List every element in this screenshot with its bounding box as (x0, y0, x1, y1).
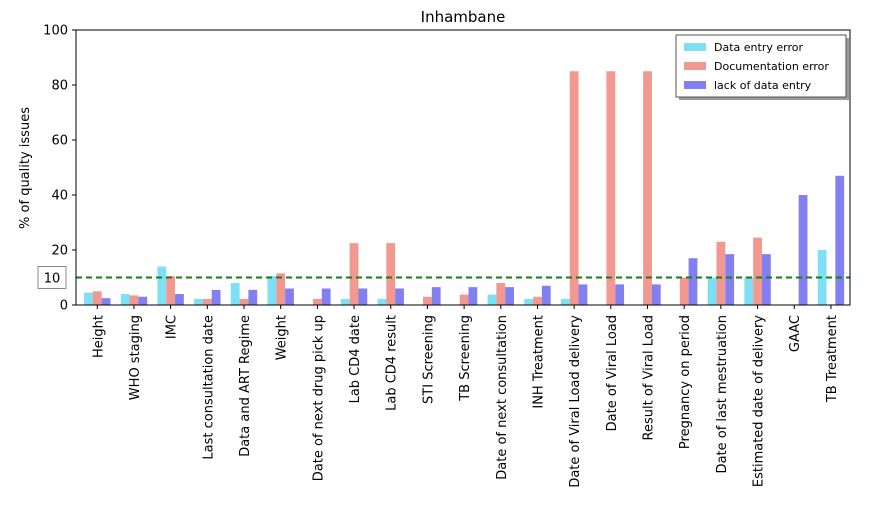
bar (487, 294, 497, 305)
legend-swatch (684, 43, 706, 51)
bar (239, 298, 249, 305)
x-tick-label: Result of Viral Load (642, 315, 657, 440)
y-axis-label: % of quality issues (18, 107, 33, 229)
bar (761, 254, 771, 305)
bar (230, 283, 240, 305)
bar (560, 298, 570, 305)
bar (194, 298, 203, 305)
bar (202, 298, 212, 305)
x-tick-label: Pregnancy on period (678, 315, 693, 449)
bar (276, 273, 286, 305)
bar (84, 292, 93, 305)
x-tick-label: Data and ART Regime (238, 315, 253, 457)
x-tick-label: GAAC (788, 315, 803, 352)
reference-label-box (37, 266, 67, 289)
bar (468, 287, 478, 305)
bar (138, 296, 148, 305)
bar (358, 288, 368, 305)
legend-swatch (684, 81, 706, 89)
bar (524, 298, 534, 305)
x-tick-label: IMC (165, 315, 180, 339)
bar (817, 250, 827, 305)
bar (725, 254, 735, 305)
x-tick-label: Weight (275, 315, 290, 360)
bar (459, 294, 469, 305)
bar (129, 295, 139, 305)
bar (321, 288, 331, 305)
bar (707, 277, 717, 305)
x-axis-ticks: Height WHO staging IMC Last consultation da… (91, 305, 840, 488)
x-tick-label: INH Treatment (531, 315, 546, 409)
x-tick-label: Date of last mestruation (715, 315, 730, 473)
bar (688, 258, 698, 305)
bar (157, 266, 167, 305)
legend-label: Documentation error (714, 60, 829, 73)
bar (578, 284, 588, 305)
bar (386, 243, 396, 305)
bar (753, 237, 762, 305)
bar (569, 71, 579, 305)
bar (615, 284, 625, 305)
x-tick-label: TB Screening (458, 315, 473, 402)
x-tick-label: Estimated date of delivery (752, 315, 767, 487)
bar (716, 241, 726, 305)
x-tick-label: WHO staging (128, 315, 143, 400)
bar (651, 284, 661, 305)
bar (312, 298, 322, 305)
legend-label: Data entry error (714, 41, 803, 54)
bar (248, 289, 258, 305)
bar (349, 243, 359, 305)
reference-label: 10 (44, 272, 61, 287)
bar (340, 298, 350, 305)
x-tick-label: STI Screening (421, 315, 436, 404)
y-tick-label: 100 (43, 24, 68, 39)
y-tick-label: 80 (51, 79, 68, 94)
bar (835, 175, 845, 305)
bar (679, 277, 689, 305)
bar (120, 294, 130, 305)
legend-swatch (684, 62, 706, 70)
bar (101, 298, 111, 305)
x-tick-label: Last consultation date (201, 315, 216, 460)
y-tick-label: 0 (60, 299, 68, 314)
bar (496, 283, 506, 305)
y-tick-label: 20 (51, 244, 68, 259)
x-tick-label: Lab CD4 date (348, 315, 363, 403)
x-tick-label: TB Treatment (825, 315, 840, 403)
bar (643, 71, 652, 305)
bars-group (84, 71, 845, 305)
bar (798, 195, 808, 305)
bar (267, 276, 277, 305)
bar (744, 277, 754, 305)
y-tick-label: 60 (51, 134, 68, 149)
plot-frame (75, 29, 851, 306)
bar (92, 291, 102, 305)
legend: Data entry error Documentation error lack … (675, 34, 849, 100)
y-tick-label: 40 (51, 189, 68, 204)
bar (395, 288, 404, 305)
legend-label: lack of data entry (714, 79, 812, 92)
bar (166, 276, 176, 305)
x-tick-label: Date of next consultation (495, 315, 510, 480)
bar (377, 298, 387, 305)
x-tick-label: Height (91, 315, 106, 358)
bar (423, 296, 432, 305)
bar (211, 289, 221, 305)
x-tick-label: Lab CD4 result (385, 315, 400, 411)
x-tick-label: Date of Viral Load (605, 315, 620, 431)
bar (606, 71, 616, 305)
x-tick-label: Date of next drug pick up (311, 315, 326, 481)
bar (285, 288, 294, 305)
chart-title: Inhambane (421, 8, 506, 26)
bar (541, 285, 551, 305)
bar (505, 287, 514, 305)
reference-line-group: 10 (37, 266, 850, 289)
bar (533, 296, 542, 305)
bar (175, 294, 184, 305)
x-tick-label: Date of Viral Load delivery (568, 315, 583, 488)
bar (431, 287, 441, 305)
y-axis-ticks: 0 20 40 60 80 100 (43, 24, 76, 314)
